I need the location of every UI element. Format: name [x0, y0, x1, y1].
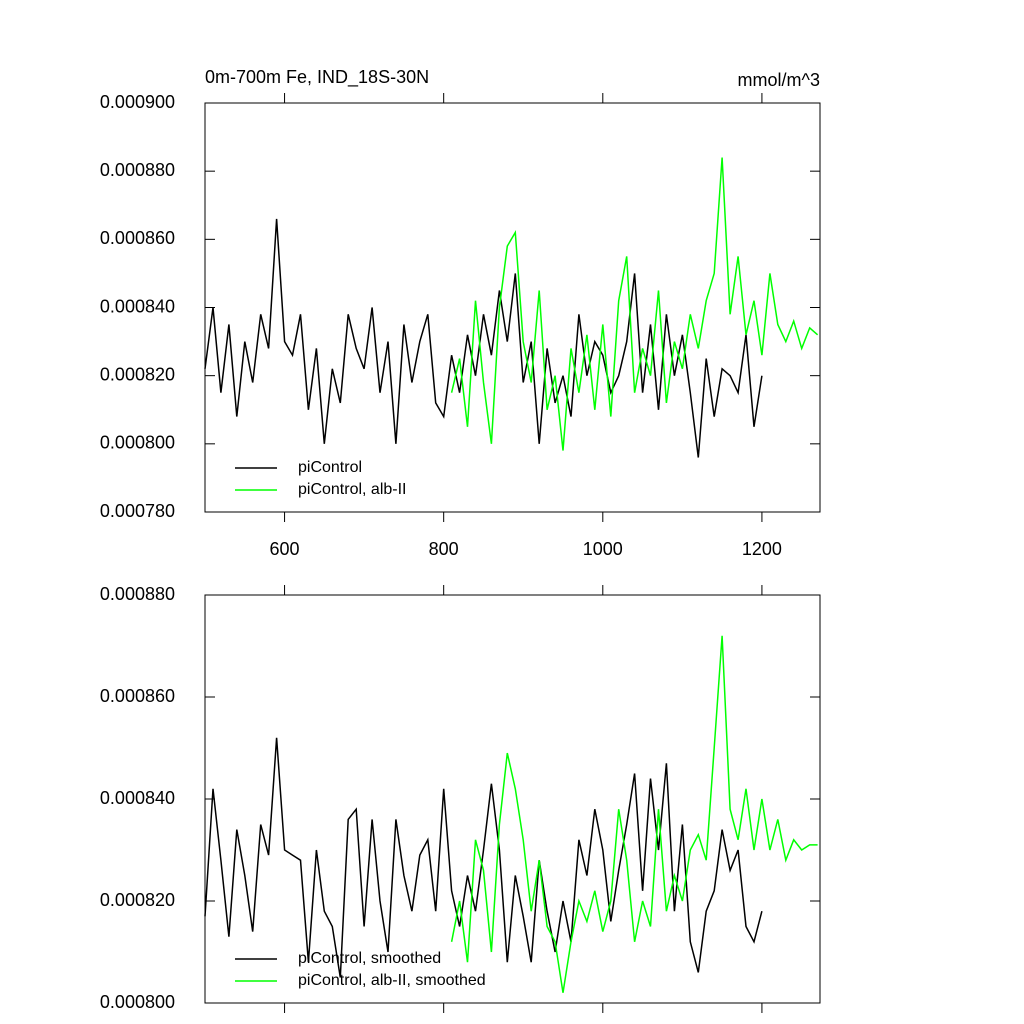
plot-frame: [204, 594, 821, 1004]
y-tick-label: 0.000820: [100, 364, 175, 384]
y-tick-label: 0.000800: [100, 433, 175, 453]
y-tick-label: 0.000800: [100, 992, 175, 1012]
y-tick-label: 0.000780: [100, 501, 175, 521]
y-tick-label: 0.000860: [100, 228, 175, 248]
x-tick-label: 1200: [742, 539, 782, 559]
legend-label: piControl: [298, 459, 362, 476]
legend-label: piControl, alb-II: [298, 481, 407, 498]
chart-title: 0m-700m Fe, IND_18S-30N: [205, 67, 429, 88]
series-line: [204, 737, 763, 978]
units-label: mmol/m^3: [738, 70, 820, 90]
y-tick-label: 0.000860: [100, 686, 175, 706]
x-tick-label: 800: [429, 539, 459, 559]
x-tick-label: 1000: [583, 539, 623, 559]
x-tick-label: 600: [270, 539, 300, 559]
y-tick-label: 0.000820: [100, 890, 175, 910]
y-tick-label: 0.000900: [100, 92, 175, 112]
y-tick-label: 0.000880: [100, 160, 175, 180]
series-line: [450, 635, 818, 993]
y-tick-label: 0.000840: [100, 296, 175, 316]
legend-label: piControl, smoothed: [298, 950, 441, 967]
y-tick-label: 0.000840: [100, 788, 175, 808]
series-line: [204, 218, 763, 458]
y-tick-label: 0.000880: [100, 584, 175, 604]
series-line: [450, 157, 819, 451]
legend-label: piControl, alb-II, smoothed: [298, 972, 486, 989]
plot-frame: [204, 102, 821, 513]
